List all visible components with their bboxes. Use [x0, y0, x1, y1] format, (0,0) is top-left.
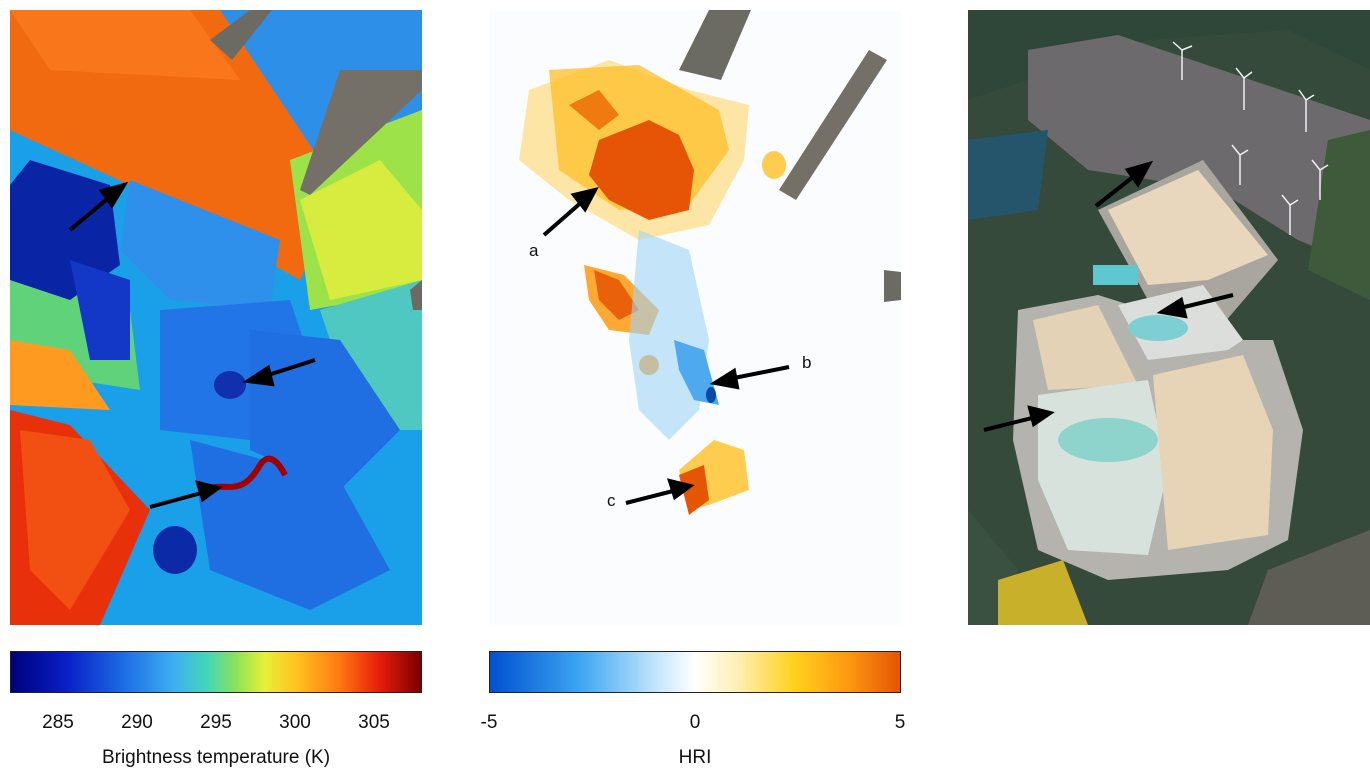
aerial-photo [968, 10, 1370, 625]
temperature-tick-label: 285 [42, 712, 74, 733]
hri-image [489, 10, 901, 625]
hri-colorbar [489, 651, 901, 693]
thermal-image-panel [10, 10, 422, 625]
arrows [68, 181, 316, 509]
temperature-colorbar [10, 651, 422, 693]
thermal-image [10, 10, 422, 625]
arrows [983, 160, 1234, 432]
annotation-b: b [802, 353, 812, 372]
hri-tick-label: 0 [689, 712, 701, 733]
temperature-tick-label: 290 [121, 712, 153, 733]
annotation-c: c [607, 491, 616, 510]
temperature-tick-label: 305 [358, 712, 390, 733]
temperature-tick-label: 300 [279, 712, 311, 733]
annotation-a: a [529, 241, 539, 260]
hri-image-panel [489, 10, 901, 625]
hri-colorbar-label: HRI [678, 747, 712, 768]
wind-turbines [1172, 41, 1329, 235]
aerial-photo-panel [968, 10, 1370, 625]
hri-tick-label: 5 [894, 712, 906, 733]
hri-tick-label: -5 [480, 712, 498, 733]
temperature-tick-label: 295 [200, 712, 232, 733]
arrows [542, 187, 790, 505]
temperature-colorbar-label: Brightness temperature (K) [101, 747, 331, 768]
